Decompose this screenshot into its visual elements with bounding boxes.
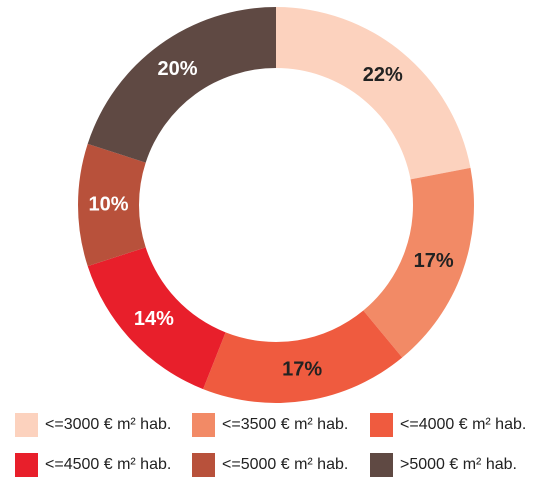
- legend-label: <=4500 € m² hab.: [45, 456, 171, 473]
- slice: [78, 143, 146, 267]
- legend-label: <=3000 € m² hab.: [45, 416, 171, 433]
- data-label: 17%: [282, 359, 322, 381]
- legend-swatch: [192, 413, 215, 437]
- legend-label: <=3500 € m² hab.: [222, 416, 348, 433]
- data-label: 10%: [88, 193, 128, 215]
- slice: [276, 7, 471, 180]
- legend-swatch: [15, 413, 38, 437]
- legend-label: <=4000 € m² hab.: [400, 416, 526, 433]
- legend-swatch: [15, 453, 38, 477]
- legend-label: <=5000 € m² hab.: [222, 456, 348, 473]
- data-label: 14%: [134, 308, 174, 330]
- slice: [87, 7, 276, 163]
- slice: [87, 247, 226, 390]
- legend-swatch: [192, 453, 215, 477]
- slice: [203, 310, 403, 403]
- legend-label: >5000 € m² hab.: [400, 456, 517, 473]
- legend-swatch: [370, 453, 393, 477]
- data-label: 20%: [158, 58, 198, 80]
- slice: [363, 167, 475, 358]
- data-label: 17%: [414, 250, 454, 272]
- legend-swatch: [370, 413, 393, 437]
- data-label: 22%: [363, 64, 403, 86]
